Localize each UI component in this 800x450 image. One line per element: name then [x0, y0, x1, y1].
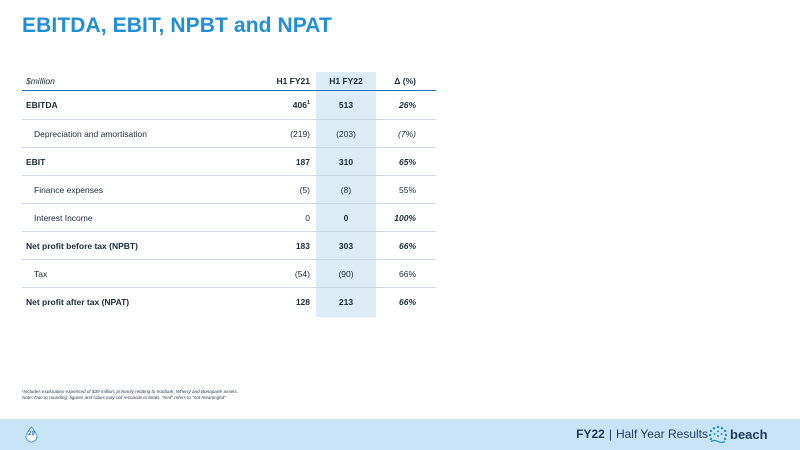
row-delta: 66%: [398, 268, 416, 279]
row-h1fy21: 4061: [292, 100, 310, 110]
row-h1fy22: 0: [343, 212, 349, 223]
header-label: $million: [26, 76, 55, 86]
row-h1fy21: 0: [305, 212, 310, 223]
footnote-marker: 1: [306, 100, 310, 107]
page-number: 29: [28, 431, 35, 437]
row-h1fy22: 310: [338, 156, 354, 167]
row-h1fy21: (219): [290, 128, 310, 139]
footer-separator: |: [608, 427, 612, 441]
table-header-row: $million H1 FY21 H1 FY22 Δ (%): [22, 72, 436, 91]
row-h1fy22: (203): [336, 128, 356, 139]
drop-icon: [25, 426, 38, 443]
financial-table: $million H1 FY21 H1 FY22 Δ (%) EBITDA 40…: [22, 72, 436, 317]
footer-fy: FY22: [576, 427, 605, 441]
row-h1fy22: 513: [338, 100, 354, 110]
row-delta: 65%: [398, 156, 416, 167]
row-label: EBIT: [26, 156, 46, 167]
slide-footer: 29 FY22 | Half Year Results beac: [0, 419, 800, 450]
footnote-line-2: Note: Due to rounding, figures and ratio…: [22, 395, 226, 401]
row-h1fy21: 187: [295, 156, 310, 167]
row-h1fy22: (8): [340, 184, 352, 195]
row-delta: (7%): [398, 128, 416, 139]
footnotes: ¹Includes exploration expensed of $39 mi…: [22, 389, 238, 401]
footer-subtitle: Half Year Results: [615, 427, 708, 441]
highlight-column-h1fy22: [316, 72, 376, 317]
row-delta: 100%: [394, 212, 416, 223]
header-delta: Δ (%): [394, 76, 416, 86]
table-row-ebit: EBIT 187 310 65%: [22, 147, 436, 175]
row-delta: 66%: [398, 296, 416, 307]
row-h1fy22: (90): [338, 268, 354, 279]
row-delta: 26%: [398, 100, 416, 110]
page-badge: 29: [23, 426, 40, 443]
table-row-finance-expenses: Finance expenses (5) (8) 55%: [22, 175, 436, 203]
table-row-interest-income: Interest Income 0 0 100%: [22, 203, 436, 231]
table-row-npat: Net profit after tax (NPAT) 128 213 66%: [22, 287, 436, 315]
row-label: EBITDA: [26, 100, 58, 110]
row-label: Tax: [34, 268, 48, 279]
row-h1fy21: 183: [295, 240, 310, 251]
footnote-line-1: ¹Includes exploration expensed of $39 mi…: [22, 389, 239, 394]
row-delta: 66%: [398, 240, 416, 251]
row-label: Interest Income: [34, 212, 93, 223]
header-h1fy22: H1 FY22: [329, 76, 363, 86]
row-label: Depreciation and amortisation: [34, 128, 147, 139]
row-label: Net profit before tax (NPBT): [26, 240, 138, 251]
row-label: Net profit after tax (NPAT): [26, 296, 130, 307]
table-row-ebitda: EBITDA 4061 513 26%: [22, 91, 436, 119]
row-h1fy21: (54): [294, 268, 310, 279]
beach-logo: beach: [708, 425, 778, 445]
sun-dots-icon: [708, 425, 728, 444]
row-h1fy22: 303: [338, 240, 354, 251]
table-row-npbt: Net profit before tax (NPBT) 183 303 66%: [22, 231, 436, 259]
header-h1fy21: H1 FY21: [276, 76, 310, 86]
footer-title: FY22 | Half Year Results: [576, 427, 708, 441]
logo-wordmark: beach: [730, 427, 768, 442]
table-row-depreciation: Depreciation and amortisation (219) (203…: [22, 119, 436, 147]
row-h1fy22: 213: [338, 296, 354, 307]
table-row-tax: Tax (54) (90) 66%: [22, 259, 436, 287]
slide-title: EBITDA, EBIT, NPBT and NPAT: [22, 14, 332, 37]
row-delta: 55%: [398, 184, 416, 195]
row-h1fy21: 128: [295, 296, 310, 307]
row-label: Finance expenses: [34, 184, 103, 195]
row-h1fy21: (5): [299, 184, 310, 195]
